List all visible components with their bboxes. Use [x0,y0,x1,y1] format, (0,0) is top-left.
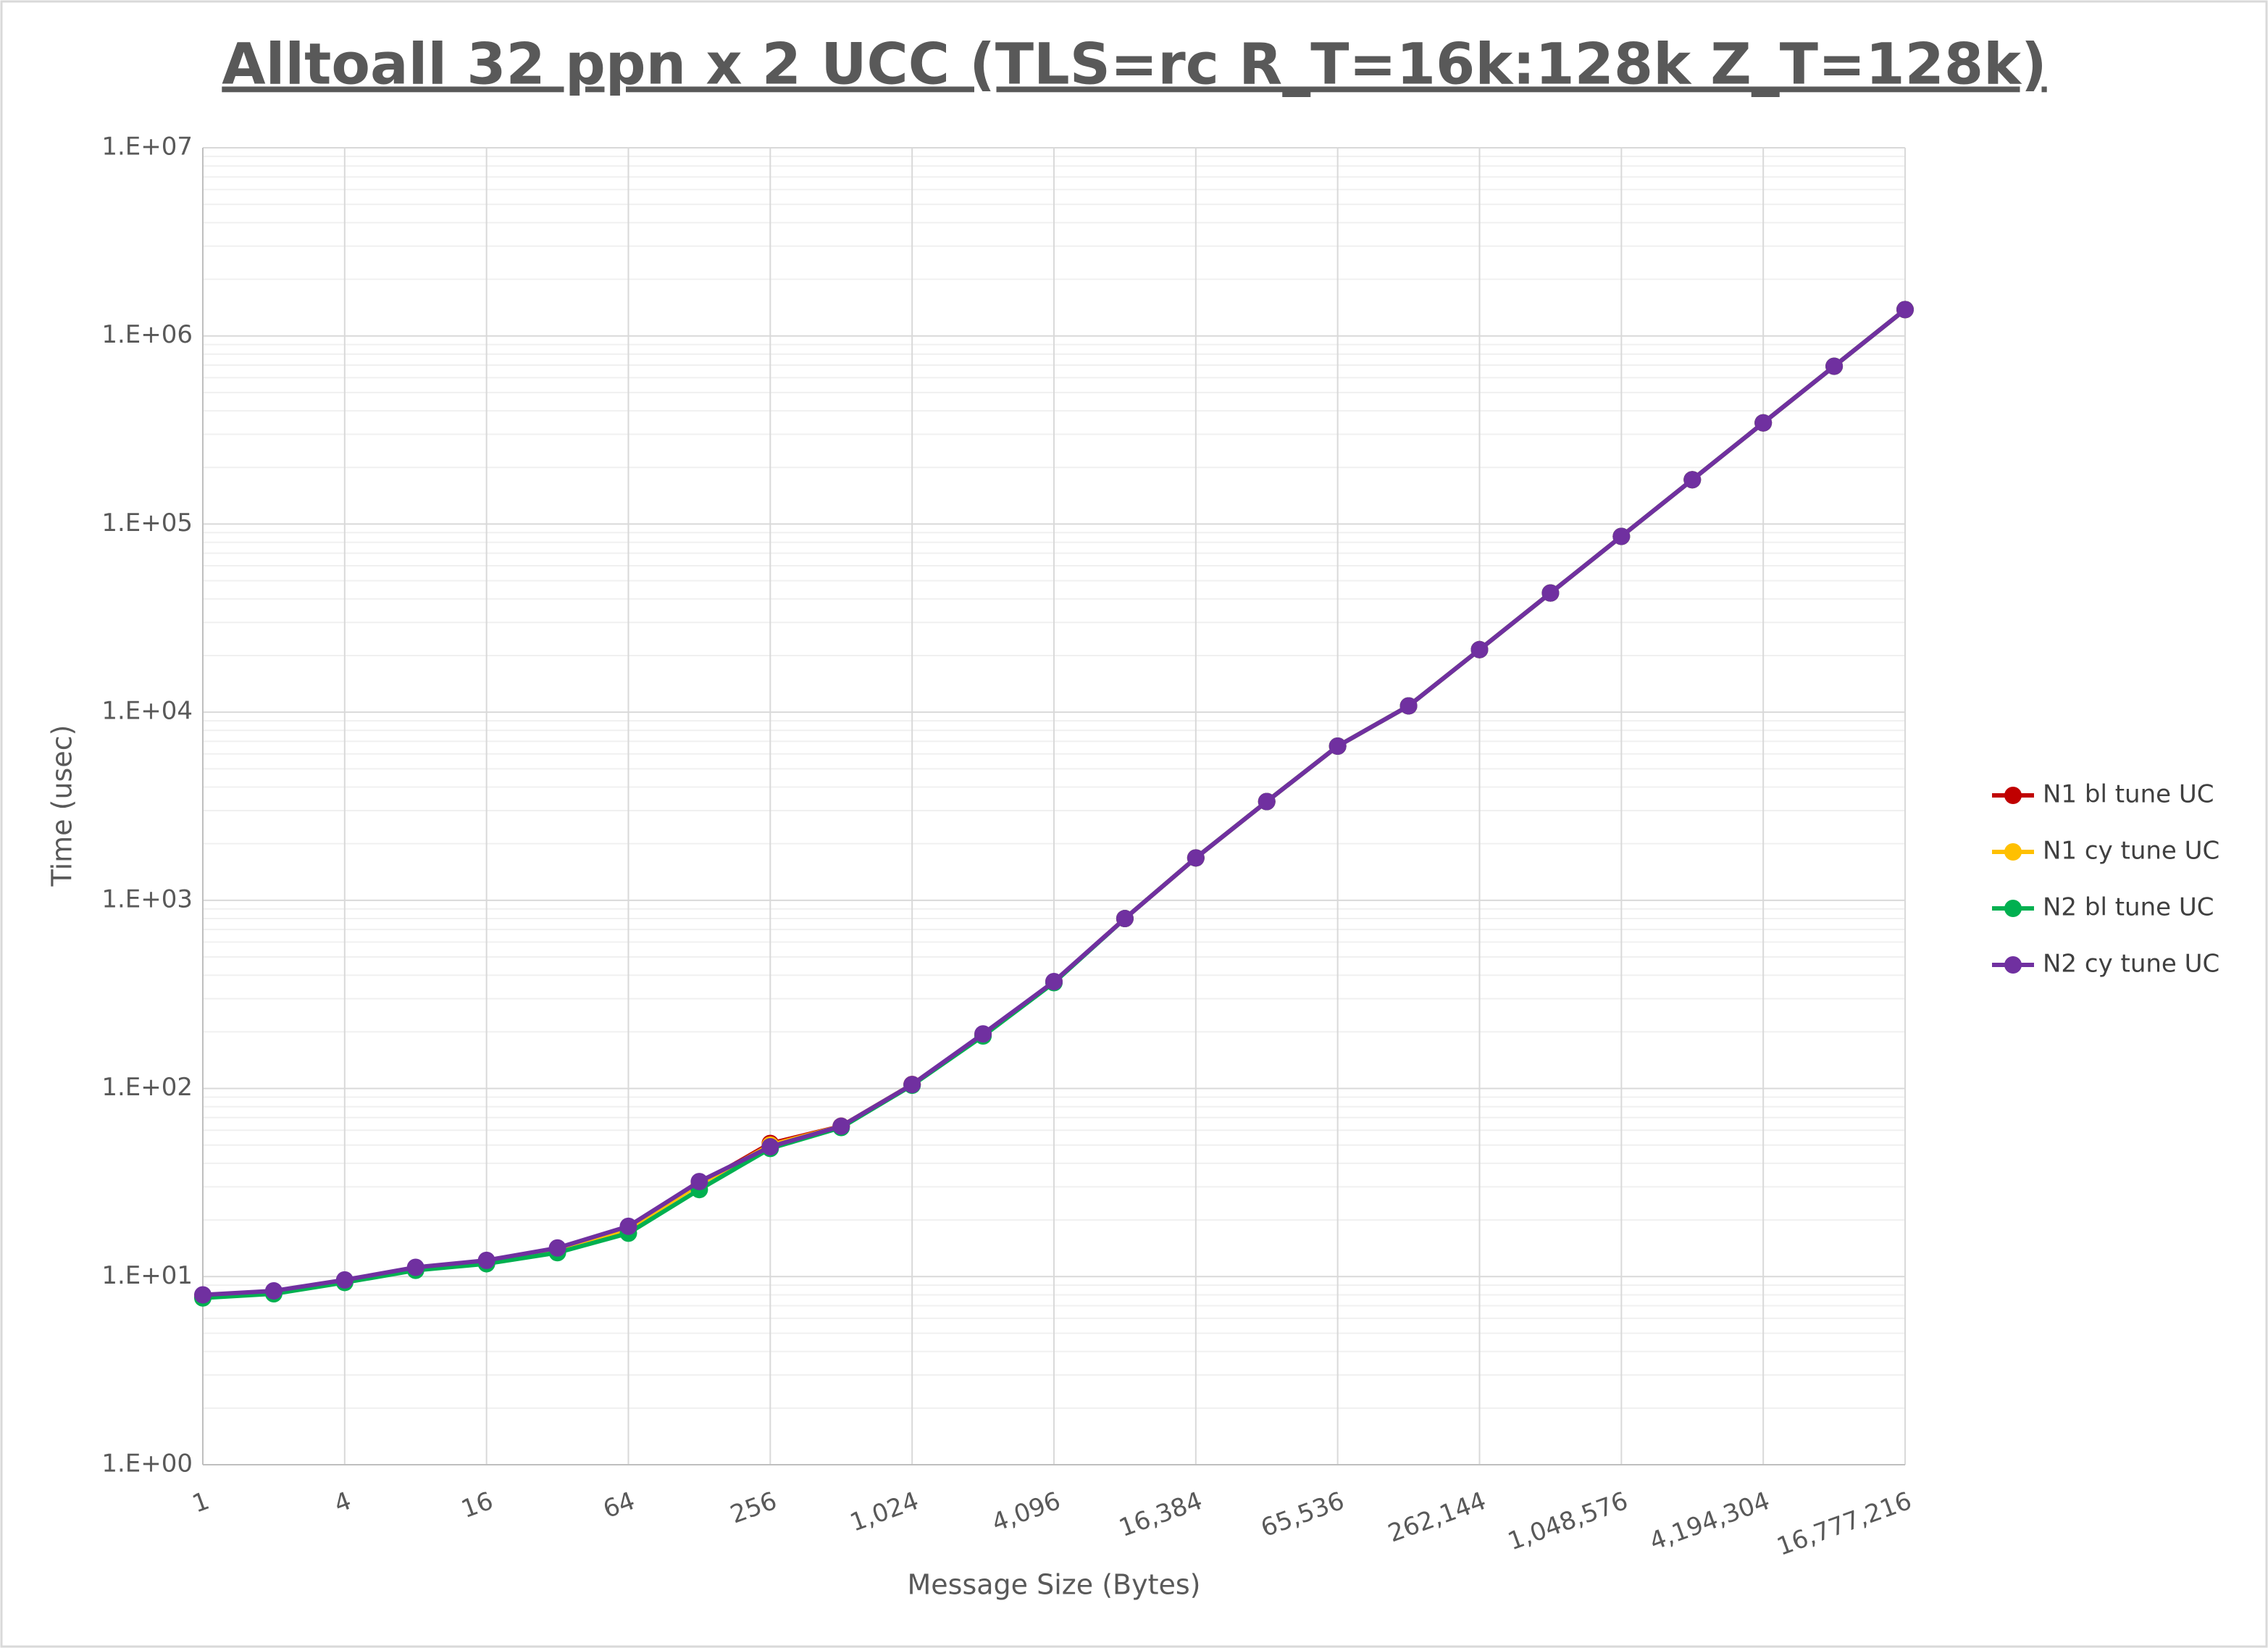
data-point [1045,973,1063,991]
data-point [690,1173,708,1191]
data-point [1399,697,1418,715]
data-point [903,1076,921,1094]
legend-label: N1 bl tune UC [2043,780,2214,809]
data-point [1116,910,1134,928]
legend-marker [2004,956,2022,974]
data-point [194,1286,212,1304]
data-point [1754,414,1773,432]
chart-title: Alltoall 32 ppn x 2 UCC (TLS=rc R_T=16k:… [222,32,2046,97]
legend-marker [2004,843,2022,861]
data-point [335,1271,353,1289]
data-point [1612,527,1631,545]
data-point [1825,357,1844,375]
data-point [477,1251,495,1269]
data-point [264,1281,283,1300]
data-point [1258,792,1276,811]
legend-marker [2004,787,2022,804]
data-point [548,1239,566,1257]
y-tick-label: 1.E+04 [101,697,193,726]
y-tick-label: 1.E+06 [101,320,193,349]
plot [194,301,1914,1307]
data-point [1328,737,1347,756]
data-point [1187,849,1205,867]
data-point [1896,301,1914,319]
data-point [761,1138,779,1156]
y-tick-label: 1.E+00 [101,1450,193,1478]
data-point [619,1217,637,1235]
y-tick-label: 1.E+05 [101,509,193,538]
x-axis-title: Message Size (Bytes) [908,1569,1201,1601]
data-point [1683,471,1702,489]
legend-label: N2 cy tune UC [2043,950,2219,979]
data-point [1470,640,1489,658]
y-axis-title: Time (usec) [46,725,78,887]
legend: N1 bl tune UC N1 cy tune UC N2 bl tune UC N… [1992,780,2219,979]
legend-label: N2 bl tune UC [2043,893,2214,922]
legend-marker [2004,900,2022,917]
y-tick-label: 1.E+02 [101,1073,193,1102]
y-tick-label: 1.E+07 [101,133,193,162]
data-point [832,1117,850,1135]
data-point [1541,584,1560,602]
data-point [406,1258,424,1276]
y-tick-label: 1.E+03 [101,884,193,913]
data-point [974,1025,992,1043]
legend-label: N1 cy tune UC [2043,837,2219,866]
y-tick-label: 1.E+01 [101,1261,193,1290]
